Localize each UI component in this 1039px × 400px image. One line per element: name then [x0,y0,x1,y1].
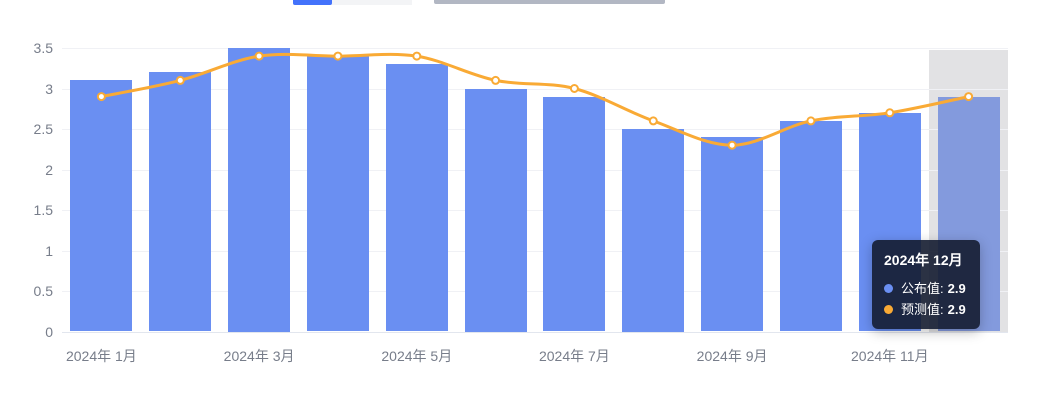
top-control-active-segment [293,0,332,5]
forecast-series-dot-icon [884,305,893,314]
x-axis-label-month-3: 2024年 3月 [223,348,295,364]
y-axis-label: 0.5 [33,283,53,299]
top-control-gray-cropped[interactable] [434,0,665,4]
y-axis-label: 1.5 [33,202,53,218]
y-axis-label: 3.5 [33,40,53,56]
tooltip-row-label: 公布值: [901,281,944,296]
forecast-point-month-6[interactable] [491,75,501,85]
gridline [62,210,1008,211]
x-axis-label-month-7: 2024年 7月 [538,348,610,364]
gridline [62,169,1008,171]
tooltip-row-forecast: 预测值: 2.9 [884,299,968,320]
x-axis-label-month-11: 2024年 11月 [851,348,929,364]
y-axis-label: 0 [45,323,53,340]
bar-month-6[interactable] [464,88,527,332]
y-axis-label: 2 [45,161,53,178]
x-axis-label-month-9: 2024年 9月 [696,348,768,364]
bar-month-9[interactable] [701,137,764,332]
gridline [62,291,1008,292]
forecast-point-month-5[interactable] [412,51,422,61]
tooltip-row-value: 2.9 [947,281,966,296]
bar-month-5[interactable] [385,64,448,332]
gridline [62,250,1008,252]
forecast-point-month-8[interactable] [648,116,658,126]
bar-month-7[interactable] [543,96,606,332]
gridline [62,48,1008,49]
bar-month-8[interactable] [622,129,685,332]
published-series-dot-icon [884,284,893,293]
bar-month-4[interactable] [306,56,369,332]
y-axis-label: 1 [45,242,53,259]
x-axis-line [62,331,1008,333]
y-axis-label: 2.5 [33,121,53,137]
y-axis-label: 3 [45,80,53,97]
tooltip: 2024年 12月 公布值: 2.9 预测值: 2.9 [872,240,980,329]
bar-month-2[interactable] [149,72,212,332]
tooltip-row-published: 公布值: 2.9 [884,278,968,299]
bar-month-3[interactable] [228,48,291,332]
tooltip-row-value: 2.9 [947,302,966,317]
x-axis-label-month-1: 2024年 1月 [65,348,137,364]
bar-month-1[interactable] [70,80,133,332]
x-axis-label-month-5: 2024年 5月 [381,348,453,364]
bar-month-10[interactable] [779,120,842,332]
top-control-legend-cropped[interactable] [293,0,412,5]
tooltip-row-label: 预测值: [901,302,944,317]
tooltip-title: 2024年 12月 [884,252,963,268]
